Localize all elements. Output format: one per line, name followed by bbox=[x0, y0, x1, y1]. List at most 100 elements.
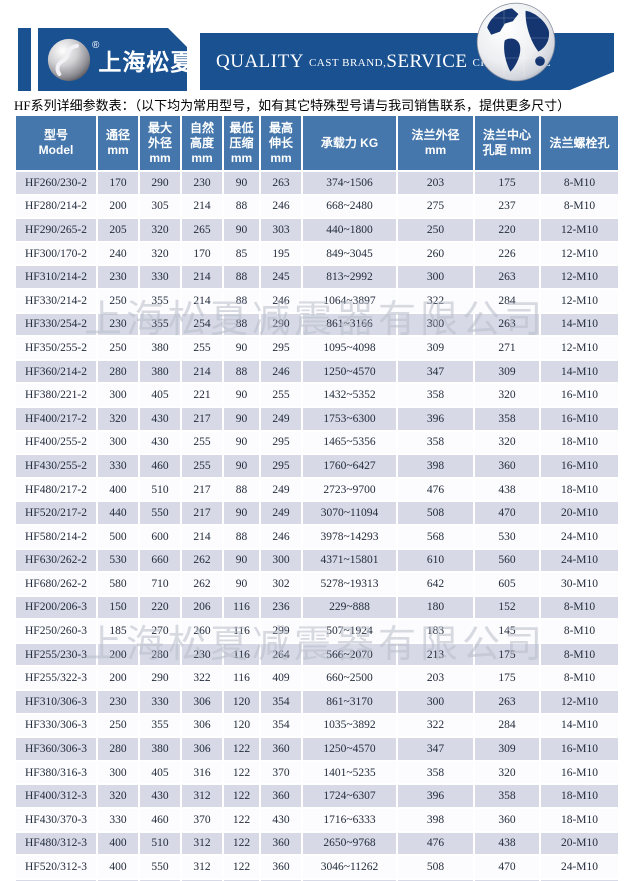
cell-model: HF400/217-2 bbox=[14, 405, 98, 432]
cell-bolt-circle-mm: 284 bbox=[473, 287, 541, 314]
cell-flange-bolt-holes: 14-M10 bbox=[539, 712, 620, 739]
cell-min-compression-mm: 116 bbox=[222, 665, 261, 692]
table-row: HF330/214-2 250 355 214 88 246 1064~3897 322 284… bbox=[14, 287, 620, 314]
cell-model: HF360/214-2 bbox=[14, 358, 98, 385]
cell-max-extension-mm: 295 bbox=[259, 429, 303, 456]
cell-model: HF300/170-2 bbox=[14, 240, 98, 267]
table-row: HF200/206-3 150 220 206 116 236 229~888 180 152 8… bbox=[14, 594, 620, 621]
cell-load-kg: 861~3166 bbox=[301, 311, 398, 338]
cell-flange-od-mm: 396 bbox=[396, 405, 475, 432]
cell-min-compression-mm: 88 bbox=[222, 287, 261, 314]
cell-max-od-mm: 600 bbox=[138, 877, 182, 881]
table-row: HF430/255-2 330 460 255 90 295 1760~6427 398 360… bbox=[14, 453, 620, 479]
songxia-sphere-icon bbox=[47, 38, 91, 82]
cell-flange-od-mm: 300 bbox=[396, 689, 475, 715]
table-row: HF300/170-2 240 320 170 85 195 849~3045 260 226 1… bbox=[14, 240, 620, 267]
cell-max-extension-mm: 264 bbox=[259, 641, 303, 668]
cell-flange-bolt-holes: 24-M10 bbox=[539, 523, 620, 550]
cell-free-height-mm: 306 bbox=[180, 877, 224, 881]
table-row: HF380/221-2 300 405 221 90 255 1432~5352 358 320… bbox=[14, 382, 620, 408]
cell-free-height-mm: 262 bbox=[180, 571, 224, 597]
cell-bolt-circle-mm: 271 bbox=[473, 335, 541, 361]
cell-max-extension-mm: 255 bbox=[259, 382, 303, 408]
column-header: 通径 mm bbox=[96, 114, 140, 172]
cell-flange-od-mm: 358 bbox=[396, 759, 475, 786]
column-header: 最大 外径 mm bbox=[138, 114, 182, 172]
cell-bolt-circle-mm: 320 bbox=[473, 429, 541, 456]
cell-flange-od-mm: 347 bbox=[396, 736, 475, 762]
cell-flange-bolt-holes: 12-M10 bbox=[539, 240, 620, 267]
cell-free-height-mm: 312 bbox=[180, 854, 224, 880]
table-row: HF330/306-3 250 355 306 120 354 1035~3892 322 28… bbox=[14, 712, 620, 739]
slogan-text: QUALITY bbox=[216, 51, 304, 72]
cell-max-extension-mm: 360 bbox=[259, 854, 303, 880]
cell-flange-bolt-holes: 16-M10 bbox=[539, 382, 620, 408]
cell-flange-bolt-holes: 24-M10 bbox=[539, 547, 620, 574]
cell-bolt-circle-mm: 358 bbox=[473, 405, 541, 432]
cell-free-height-mm: 170 bbox=[180, 240, 224, 267]
cell-bolt-circle-mm: 175 bbox=[473, 665, 541, 692]
cell-model: HF520/312-3 bbox=[14, 854, 98, 880]
cell-flange-od-mm: 322 bbox=[396, 287, 475, 314]
cell-max-od-mm: 330 bbox=[138, 689, 182, 715]
cell-max-extension-mm: 246 bbox=[259, 287, 303, 314]
cell-bolt-circle-mm: 360 bbox=[473, 807, 541, 833]
cell-max-extension-mm: 236 bbox=[259, 594, 303, 621]
brand-left-bar bbox=[18, 28, 31, 91]
cell-flange-od-mm: 275 bbox=[396, 193, 475, 220]
cell-bolt-circle-mm: 605 bbox=[473, 571, 541, 597]
cell-flange-od-mm: 508 bbox=[396, 500, 475, 526]
cell-max-extension-mm: 300 bbox=[259, 547, 303, 574]
cell-flange-bolt-holes: 18-M10 bbox=[539, 476, 620, 503]
cell-load-kg: 3070~11094 bbox=[301, 500, 398, 526]
cell-min-compression-mm: 90 bbox=[222, 335, 261, 361]
cell-flange-bolt-holes: 16-M10 bbox=[539, 405, 620, 432]
cell-min-compression-mm: 122 bbox=[222, 830, 261, 857]
cell-flange-bolt-holes: 18-M10 bbox=[539, 429, 620, 456]
cell-max-od-mm: 460 bbox=[138, 807, 182, 833]
cell-max-od-mm: 330 bbox=[138, 264, 182, 290]
cell-flange-od-mm: 213 bbox=[396, 641, 475, 668]
cell-max-od-mm: 660 bbox=[138, 547, 182, 574]
cell-dn-mm: 230 bbox=[96, 689, 140, 715]
cell-flange-od-mm: 476 bbox=[396, 830, 475, 857]
table-row: HF480/312-3 400 510 312 122 360 2650~9768 476 43… bbox=[14, 830, 620, 857]
cell-bolt-circle-mm: 263 bbox=[473, 689, 541, 715]
cell-load-kg: 3046~11262 bbox=[301, 854, 398, 880]
cell-min-compression-mm: 122 bbox=[222, 807, 261, 833]
cell-free-height-mm: 217 bbox=[180, 476, 224, 503]
cell-free-height-mm: 230 bbox=[180, 170, 224, 196]
spec-table: 型号 Model 通径 mm 最大 外径 mm 自然 高度 mm 最低 压缩 mm 最高 … bbox=[14, 114, 620, 881]
cell-flange-od-mm: 642 bbox=[396, 571, 475, 597]
cell-bolt-circle-mm: 284 bbox=[473, 712, 541, 739]
cell-bolt-circle-mm: 175 bbox=[473, 641, 541, 668]
cell-flange-od-mm: 396 bbox=[396, 783, 475, 810]
cell-max-extension-mm: 302 bbox=[259, 571, 303, 597]
cell-max-od-mm: 600 bbox=[138, 523, 182, 550]
table-row: HF255/322-3 200 290 322 116 409 660~2500 203 175… bbox=[14, 665, 620, 692]
cell-flange-bolt-holes: 8-M10 bbox=[539, 170, 620, 196]
cell-flange-od-mm: 322 bbox=[396, 712, 475, 739]
cell-flange-od-mm: 610 bbox=[396, 547, 475, 574]
cell-bolt-circle-mm: 309 bbox=[473, 736, 541, 762]
cell-flange-od-mm: 180 bbox=[396, 594, 475, 621]
cell-load-kg: 1250~4570 bbox=[301, 358, 398, 385]
cell-max-extension-mm: 295 bbox=[259, 453, 303, 479]
cell-bolt-circle-mm: 175 bbox=[473, 170, 541, 196]
cell-flange-od-mm: 347 bbox=[396, 358, 475, 385]
cell-free-height-mm: 214 bbox=[180, 523, 224, 550]
cell-max-extension-mm: 246 bbox=[259, 193, 303, 220]
cell-flange-bolt-holes: 16-M10 bbox=[539, 759, 620, 786]
cell-free-height-mm: 306 bbox=[180, 736, 224, 762]
cell-model: HF580/214-2 bbox=[14, 523, 98, 550]
cell-bolt-circle-mm: 358 bbox=[473, 783, 541, 810]
cell-model: HF680/262-2 bbox=[14, 571, 98, 597]
cell-flange-bolt-holes: 30-M10 bbox=[539, 571, 620, 597]
cell-max-od-mm: 710 bbox=[138, 571, 182, 597]
cell-bolt-circle-mm: 560 bbox=[473, 547, 541, 574]
slogan-text: CAST BRAND, bbox=[308, 57, 387, 69]
cell-free-height-mm: 214 bbox=[180, 193, 224, 220]
cell-dn-mm: 330 bbox=[96, 453, 140, 479]
cell-load-kg: 1724~6307 bbox=[301, 783, 398, 810]
cell-max-od-mm: 355 bbox=[138, 311, 182, 338]
